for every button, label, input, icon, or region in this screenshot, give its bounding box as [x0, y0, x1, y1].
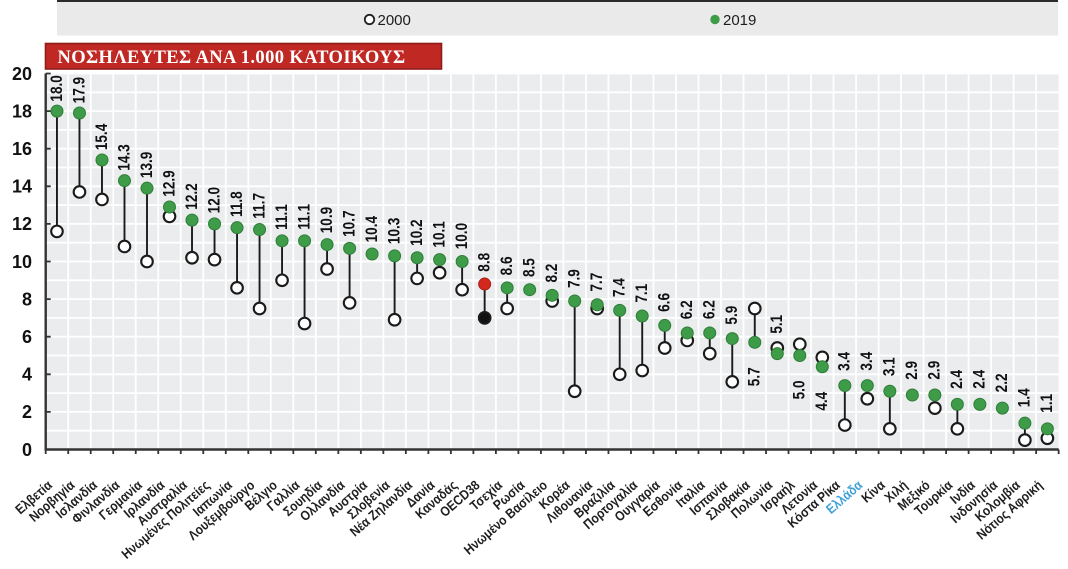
- svg-text:11.8: 11.8: [227, 191, 246, 217]
- svg-text:4: 4: [22, 365, 32, 385]
- svg-text:18: 18: [12, 101, 32, 121]
- svg-text:10: 10: [12, 252, 32, 272]
- svg-text:8: 8: [22, 289, 32, 309]
- svg-text:7.1: 7.1: [633, 283, 652, 302]
- svg-text:7.7: 7.7: [588, 273, 607, 292]
- svg-text:2.2: 2.2: [993, 373, 1012, 392]
- svg-text:5.9: 5.9: [723, 306, 742, 325]
- svg-text:1.4: 1.4: [1015, 388, 1034, 407]
- svg-text:10.3: 10.3: [385, 218, 404, 244]
- svg-text:1.1: 1.1: [1038, 393, 1057, 412]
- svg-text:2000: 2000: [378, 12, 411, 29]
- svg-text:17.9: 17.9: [70, 77, 89, 103]
- svg-text:10.0: 10.0: [453, 223, 472, 249]
- svg-text:12: 12: [12, 214, 32, 234]
- svg-text:5.7: 5.7: [745, 367, 764, 386]
- svg-text:8.8: 8.8: [475, 252, 494, 271]
- svg-text:6.2: 6.2: [678, 300, 697, 319]
- svg-text:2.4: 2.4: [970, 369, 989, 388]
- svg-text:11.1: 11.1: [295, 204, 314, 230]
- svg-text:14.3: 14.3: [115, 144, 134, 170]
- svg-text:2.4: 2.4: [948, 370, 967, 389]
- svg-text:12.0: 12.0: [205, 187, 224, 213]
- svg-text:5.1: 5.1: [768, 314, 787, 333]
- svg-text:6: 6: [22, 327, 32, 347]
- svg-text:16: 16: [12, 139, 32, 159]
- svg-text:8.5: 8.5: [520, 258, 539, 277]
- svg-text:13.9: 13.9: [137, 152, 156, 178]
- svg-text:10.7: 10.7: [340, 210, 359, 236]
- svg-text:14: 14: [12, 177, 32, 197]
- svg-text:12.9: 12.9: [160, 170, 179, 196]
- svg-text:3.4: 3.4: [835, 352, 854, 371]
- svg-text:0: 0: [22, 440, 32, 460]
- svg-text:7.9: 7.9: [565, 269, 584, 288]
- svg-text:10.1: 10.1: [430, 221, 449, 248]
- svg-text:3.1: 3.1: [880, 357, 899, 376]
- svg-text:10.9: 10.9: [318, 207, 337, 233]
- svg-text:18.0: 18.0: [47, 75, 66, 101]
- svg-text:2: 2: [22, 402, 32, 422]
- svg-text:15.4: 15.4: [92, 123, 111, 150]
- svg-text:2019: 2019: [723, 12, 756, 29]
- svg-text:10.2: 10.2: [408, 219, 427, 245]
- svg-text:11.1: 11.1: [273, 204, 292, 230]
- svg-text:4.4: 4.4: [813, 391, 832, 410]
- svg-text:20: 20: [12, 64, 32, 84]
- svg-text:3.4: 3.4: [858, 351, 877, 370]
- svg-text:5.0: 5.0: [790, 381, 809, 400]
- svg-text:11.7: 11.7: [250, 193, 269, 219]
- svg-text:10.4: 10.4: [363, 216, 382, 243]
- svg-text:8.2: 8.2: [543, 264, 562, 283]
- svg-text:7.4: 7.4: [610, 278, 629, 297]
- svg-text:ΝΟΣΗΛΕΥΤΕΣ ΑΝΑ 1.000 ΚΑΤΟΙΚΟΥΣ: ΝΟΣΗΛΕΥΤΕΣ ΑΝΑ 1.000 ΚΑΤΟΙΚΟΥΣ: [57, 48, 405, 68]
- svg-text:8.6: 8.6: [498, 256, 517, 275]
- svg-text:6.6: 6.6: [655, 293, 674, 312]
- svg-text:6.2: 6.2: [700, 300, 719, 319]
- svg-text:12.2: 12.2: [182, 183, 201, 209]
- svg-text:2.9: 2.9: [903, 361, 922, 380]
- svg-text:2.9: 2.9: [925, 361, 944, 380]
